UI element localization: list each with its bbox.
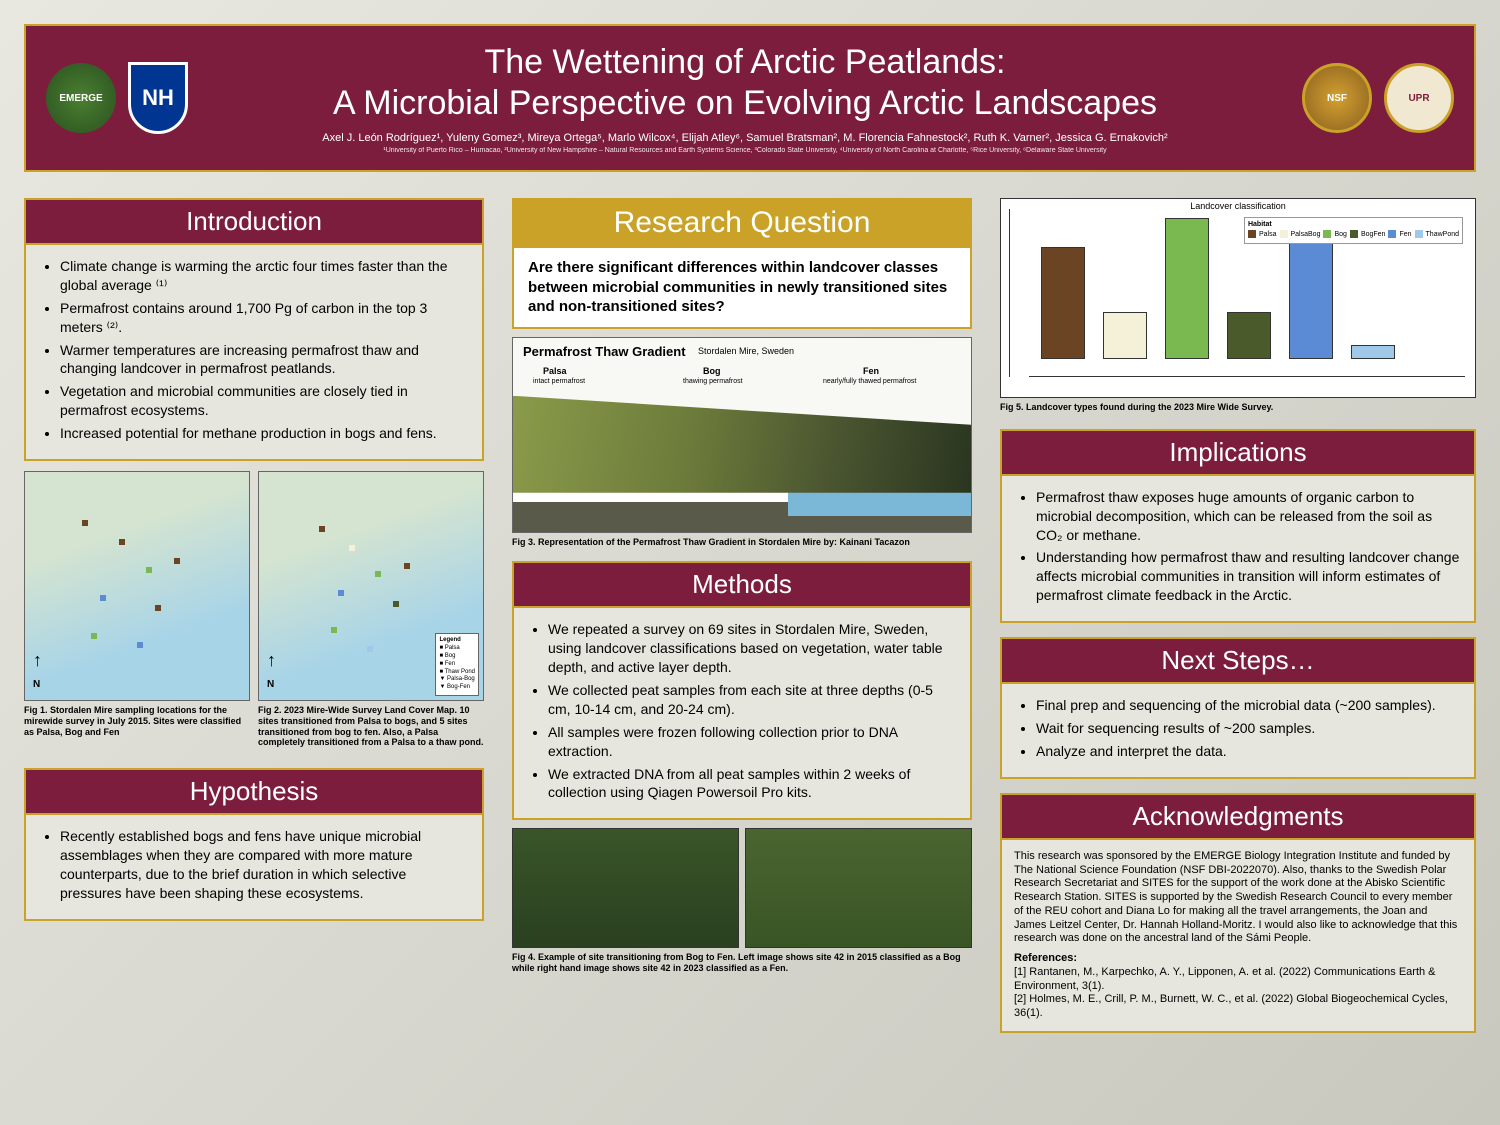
research-question-body: Are there significant differences within…: [512, 248, 972, 329]
fig3-subtitle: Stordalen Mire, Sweden: [698, 346, 794, 356]
fig1-map: ↑N: [24, 471, 250, 701]
column-right: Landcover classification Habitat PalsaPa…: [1000, 198, 1476, 1033]
chart-bar: [1103, 312, 1147, 359]
next-step-bullet: Final prep and sequencing of the microbi…: [1036, 696, 1460, 715]
chart-bar: [1165, 218, 1209, 359]
implications-bullet: Understanding how permafrost thaw and re…: [1036, 548, 1460, 605]
intro-bullet: Climate change is warming the arctic fou…: [60, 257, 468, 295]
intro-bullet: Permafrost contains around 1,700 Pg of c…: [60, 299, 468, 337]
emerge-logo: EMERGE: [46, 63, 116, 133]
fig4-photo-left: [512, 828, 739, 948]
hypothesis-body: Recently established bogs and fens have …: [24, 815, 484, 921]
north-arrow-icon: ↑N: [33, 650, 42, 692]
fig2-caption: Fig 2. 2023 Mire-Wide Survey Land Cover …: [258, 705, 484, 748]
north-arrow-icon: ↑N: [267, 650, 276, 692]
fig3-gradient: Permafrost Thaw Gradient Stordalen Mire,…: [512, 337, 972, 533]
ack-text: This research was sponsored by the EMERG…: [1014, 850, 1462, 946]
logos-left: EMERGE NH: [46, 62, 188, 134]
chart-bar: [1227, 312, 1271, 359]
fig4-photo-right: [745, 828, 972, 948]
map-legend: Legend■ Palsa■ Bog■ Fen■ Thaw Pond▼ Pals…: [435, 633, 479, 696]
bog-sub: thawing permafrost: [683, 378, 743, 385]
implications-bullet: Permafrost thaw exposes huge amounts of …: [1036, 488, 1460, 545]
acknowledgments-header: Acknowledgments: [1000, 793, 1476, 840]
poster-title-1: The Wettening of Arctic Peatlands:: [208, 42, 1282, 83]
title-block: The Wettening of Arctic Peatlands: A Mic…: [188, 42, 1302, 154]
bog-label: Bog: [703, 366, 721, 376]
fig3-caption: Fig 3. Representation of the Permafrost …: [512, 537, 972, 548]
methods-body: We repeated a survey on 69 sites in Stor…: [512, 608, 972, 820]
chart-bar: [1041, 247, 1085, 360]
fig2-map: Legend■ Palsa■ Bog■ Fen■ Thaw Pond▼ Pals…: [258, 471, 484, 701]
fig1-caption: Fig 1. Stordalen Mire sampling locations…: [24, 705, 250, 737]
implications-header: Implications: [1000, 429, 1476, 476]
fig5-caption: Fig 5. Landcover types found during the …: [1000, 402, 1476, 413]
fen-sub: nearly/fully thawed permafrost: [823, 378, 916, 385]
introduction-list: Climate change is warming the arctic fou…: [40, 257, 468, 443]
methods-bullet: We collected peat samples from each site…: [548, 681, 956, 719]
hypothesis-header: Hypothesis: [24, 768, 484, 815]
implications-body: Permafrost thaw exposes huge amounts of …: [1000, 476, 1476, 623]
maps-row: ↑N Fig 1. Stordalen Mire sampling locati…: [24, 471, 484, 748]
next-step-bullet: Analyze and interpret the data.: [1036, 742, 1460, 761]
logos-right: NSF UPR: [1302, 63, 1454, 133]
column-center: Research Question Are there significant …: [512, 198, 972, 974]
fig2-container: Legend■ Palsa■ Bog■ Fen■ Thaw Pond▼ Pals…: [258, 471, 484, 748]
upr-logo: UPR: [1384, 63, 1454, 133]
poster-title-2: A Microbial Perspective on Evolving Arct…: [208, 83, 1282, 124]
intro-bullet: Vegetation and microbial communities are…: [60, 382, 468, 420]
fig3-title: Permafrost Thaw Gradient: [523, 344, 686, 359]
hypothesis-bullet: Recently established bogs and fens have …: [60, 827, 468, 903]
palsa-sub: intact permafrost: [533, 378, 585, 385]
introduction-body: Climate change is warming the arctic fou…: [24, 245, 484, 461]
next-step-bullet: Wait for sequencing results of ~200 samp…: [1036, 719, 1460, 738]
next-steps-body: Final prep and sequencing of the microbi…: [1000, 684, 1476, 779]
chart-bar: [1289, 228, 1333, 359]
methods-bullet: We extracted DNA from all peat samples w…: [548, 765, 956, 803]
authors: Axel J. León Rodríguez¹, Yuleny Gomez³, …: [208, 132, 1282, 144]
title-banner: EMERGE NH The Wettening of Arctic Peatla…: [24, 24, 1476, 172]
fig4-photos: [512, 828, 972, 948]
methods-bullet: All samples were frozen following collec…: [548, 723, 956, 761]
chart-legend: Habitat PalsaPalsaBogBogBogFenFenThawPon…: [1244, 217, 1463, 244]
fig1-container: ↑N Fig 1. Stordalen Mire sampling locati…: [24, 471, 250, 748]
methods-bullet: We repeated a survey on 69 sites in Stor…: [548, 620, 956, 677]
fig4-caption: Fig 4. Example of site transitioning fro…: [512, 952, 972, 974]
fig5-chart: Landcover classification Habitat PalsaPa…: [1000, 198, 1476, 398]
nsf-logo: NSF: [1302, 63, 1372, 133]
intro-bullet: Warmer temperatures are increasing perma…: [60, 341, 468, 379]
research-question-header: Research Question: [512, 198, 972, 248]
next-steps-header: Next Steps…: [1000, 637, 1476, 684]
intro-bullet: Increased potential for methane producti…: [60, 424, 468, 443]
chart-title: Landcover classification: [1001, 201, 1475, 211]
refs-label: References:: [1014, 952, 1462, 966]
fen-label: Fen: [863, 366, 879, 376]
unh-logo: NH: [128, 62, 188, 134]
ref2: [2] Holmes, M. E., Crill, P. M., Burnett…: [1014, 993, 1462, 1021]
palsa-label: Palsa: [543, 366, 567, 376]
ref1: [1] Rantanen, M., Karpechko, A. Y., Lipp…: [1014, 966, 1462, 994]
affiliations: ¹University of Puerto Rico – Humacao, ²U…: [208, 147, 1282, 154]
acknowledgments-body: This research was sponsored by the EMERG…: [1000, 840, 1476, 1033]
legend-title: Habitat: [1248, 221, 1272, 228]
introduction-header: Introduction: [24, 198, 484, 245]
methods-header: Methods: [512, 561, 972, 608]
chart-bar: [1351, 345, 1395, 359]
column-left: Introduction Climate change is warming t…: [24, 198, 484, 921]
